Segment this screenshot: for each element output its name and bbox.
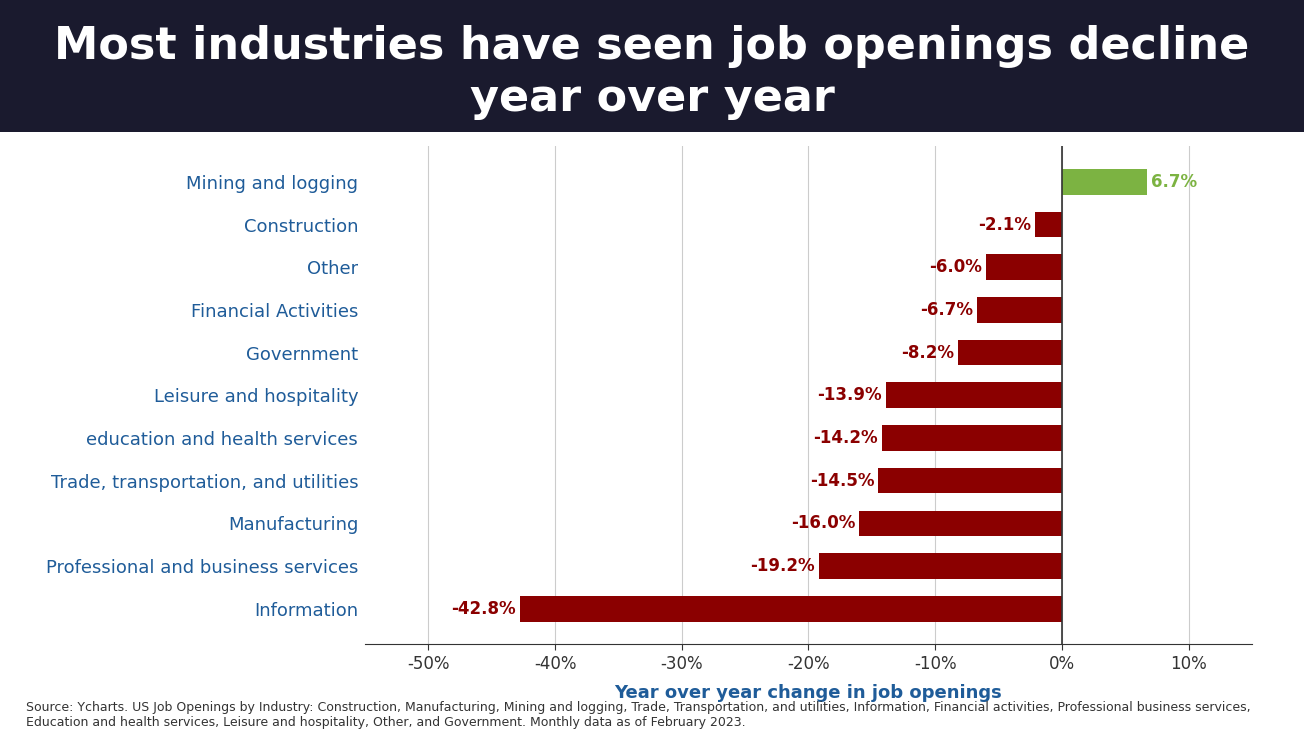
- Bar: [1035, 212, 1061, 237]
- Bar: [819, 553, 1061, 579]
- Text: Most industries have seen job openings decline: Most industries have seen job openings d…: [55, 25, 1249, 67]
- Bar: [977, 297, 1061, 323]
- Text: Source: Ycharts. US Job Openings by Industry: Construction, Manufacturing, Minin: Source: Ycharts. US Job Openings by Indu…: [26, 701, 1251, 729]
- Bar: [958, 340, 1061, 365]
- Bar: [882, 425, 1061, 451]
- Text: -14.5%: -14.5%: [810, 471, 875, 490]
- Text: -2.1%: -2.1%: [978, 215, 1031, 234]
- Bar: [1061, 169, 1146, 195]
- FancyBboxPatch shape: [0, 0, 1304, 132]
- Text: 6.7%: 6.7%: [1150, 173, 1197, 191]
- Bar: [878, 468, 1061, 493]
- Bar: [859, 510, 1061, 536]
- Text: -6.0%: -6.0%: [930, 258, 982, 276]
- Text: -42.8%: -42.8%: [451, 600, 516, 618]
- Bar: [986, 255, 1061, 280]
- Bar: [885, 383, 1061, 408]
- Text: -16.0%: -16.0%: [792, 515, 855, 532]
- Text: year over year: year over year: [469, 78, 835, 120]
- Bar: [520, 596, 1061, 621]
- Text: -13.9%: -13.9%: [818, 386, 882, 404]
- Text: -8.2%: -8.2%: [901, 343, 955, 362]
- Text: -6.7%: -6.7%: [921, 301, 973, 319]
- Text: -14.2%: -14.2%: [814, 429, 878, 447]
- Text: -19.2%: -19.2%: [750, 557, 815, 575]
- X-axis label: Year over year change in job openings: Year over year change in job openings: [614, 684, 1003, 702]
